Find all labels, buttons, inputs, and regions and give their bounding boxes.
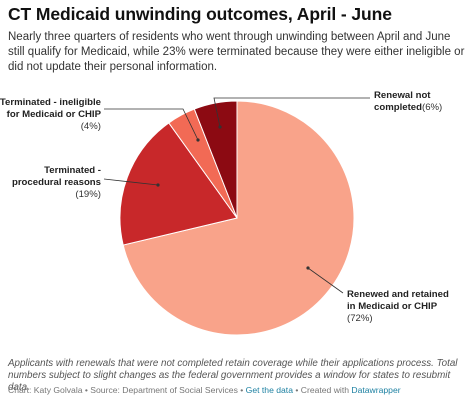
label-not-completed-pct: (6%)	[422, 102, 442, 113]
procedural-leader	[103, 178, 159, 186]
not-completed-leader-dot	[218, 125, 222, 129]
chart-note: Applicants with renewals that were not c…	[8, 358, 458, 393]
label-not-completed-line1: Renewal not	[374, 90, 431, 101]
annotation-leaders	[103, 97, 370, 294]
label-procedural-line1: Terminated -	[44, 165, 101, 176]
label-renewed-line1: Renewed and retained	[347, 289, 449, 300]
chart-subtitle: Nearly three quarters of residents who w…	[8, 31, 465, 73]
label-ineligible-pct: (4%)	[81, 121, 101, 132]
renewed-leader-dot	[306, 266, 310, 270]
label-ineligible-line2: for Medicaid or CHIP	[7, 109, 102, 120]
pie-slice-1	[119, 122, 238, 246]
pie-slice-0	[122, 100, 355, 336]
datawrapper-link[interactable]: Datawrapper	[351, 385, 401, 395]
label-procedural-pct: (19%)	[75, 189, 101, 200]
source-mid: • Created with	[292, 385, 352, 395]
pie-slices	[119, 100, 355, 336]
label-not-completed-line2: completed	[374, 102, 422, 113]
label-renewed-pct: (72%)	[347, 313, 373, 324]
renewed-leader	[307, 267, 344, 294]
ineligible-leader-dot	[196, 138, 200, 142]
get-data-link[interactable]: Get the data	[245, 385, 293, 395]
label-procedural-line2: procedural reasons	[12, 177, 101, 188]
ineligible-leader	[104, 108, 199, 141]
chart-title: CT Medicaid unwinding outcomes, April - …	[8, 4, 392, 24]
chart-source: Chart: Katy Golvala • Source: Department…	[8, 385, 401, 395]
label-renewed-line2: in Medicaid or CHIP	[347, 301, 438, 312]
label-ineligible-line1: Terminated - ineligible	[0, 97, 101, 108]
not-completed-leader	[213, 97, 370, 128]
procedural-leader-dot	[156, 183, 160, 187]
source-text: Chart: Katy Golvala • Source: Department…	[8, 385, 246, 395]
